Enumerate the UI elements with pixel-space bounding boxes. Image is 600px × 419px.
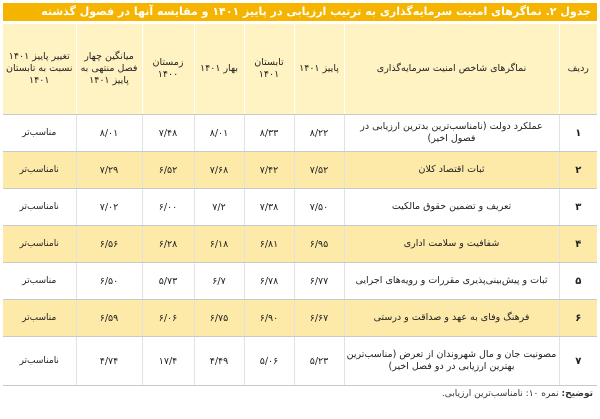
cell-idx: ۴ bbox=[558, 225, 597, 263]
footnote-label: توضیح: bbox=[561, 389, 593, 399]
col-header-avg4: میانگین چهار فصل منتهی به پاییز ۱۴۰۱ bbox=[75, 24, 142, 115]
cell-fall1401: ۷/۵۲ bbox=[293, 151, 344, 189]
table-row: ۷ مصونیت جان و مال شهروندان از تعرض (منا… bbox=[3, 336, 597, 386]
cell-fall1401: ۵/۲۳ bbox=[293, 336, 344, 386]
cell-winter1400: ۶/۵۲ bbox=[141, 151, 194, 189]
cell-avg4: ۸/۰۱ bbox=[75, 114, 142, 152]
cell-indicator: عملکرد دولت (نامناسب‌ترین بدترین ارزیابی… bbox=[343, 114, 559, 152]
cell-change: نامناسب‌تر bbox=[3, 336, 76, 386]
cell-summer1401: ۷/۴۲ bbox=[243, 151, 294, 189]
cell-avg4: ۷/۲۹ bbox=[75, 151, 142, 189]
cell-spring1401: ۴/۴۹ bbox=[193, 336, 244, 386]
footnote-text: نمره ۱۰: نامناسب‌ترین ارزیابی. bbox=[441, 389, 559, 399]
cell-winter1400: ۶/۰۶ bbox=[141, 299, 194, 337]
cell-spring1401: ۶/۷۵ bbox=[193, 299, 244, 337]
cell-change: مناسب‌تر bbox=[3, 299, 76, 337]
cell-indicator: فرهنگ وفای به عهد و صداقت و درستی bbox=[343, 299, 559, 337]
table-row: ۵ ثبات و پیش‌بینی‌پذیری مقررات و رویه‌ها… bbox=[3, 262, 597, 300]
cell-spring1401: ۶/۱۸ bbox=[193, 225, 244, 263]
cell-indicator: ثبات اقتصاد کلان bbox=[343, 151, 559, 189]
cell-idx: ۵ bbox=[558, 262, 597, 300]
cell-winter1400: ۷/۴۸ bbox=[141, 114, 194, 152]
col-header-spring1401: بهار ۱۴۰۱ bbox=[193, 24, 244, 115]
cell-winter1400: ۶/۲۸ bbox=[141, 225, 194, 263]
cell-winter1400: ۵/۷۳ bbox=[141, 262, 194, 300]
header-row: ردیف نماگرهای شاخص امنیت سرمایه‌گذاری پا… bbox=[3, 24, 597, 115]
col-header-indicator: نماگرهای شاخص امنیت سرمایه‌گذاری bbox=[343, 24, 559, 115]
cell-summer1401: ۶/۹۰ bbox=[243, 299, 294, 337]
cell-change: نامناسب‌تر bbox=[3, 188, 76, 226]
table-row: ۶ فرهنگ وفای به عهد و صداقت و درستی ۶/۶۷… bbox=[3, 299, 597, 337]
cell-indicator: مصونیت جان و مال شهروندان از تعرض (مناسب… bbox=[343, 336, 559, 386]
cell-summer1401: ۸/۳۳ bbox=[243, 114, 294, 152]
cell-summer1401: ۵/۰۶ bbox=[243, 336, 294, 386]
cell-change: نامناسب‌تر bbox=[3, 225, 76, 263]
cell-change: مناسب‌تر bbox=[3, 114, 76, 152]
cell-change: نامناسب‌تر bbox=[3, 151, 76, 189]
cell-fall1401: ۶/۶۷ bbox=[293, 299, 344, 337]
table-footnote: توضیح: نمره ۱۰: نامناسب‌ترین ارزیابی. bbox=[3, 389, 597, 399]
cell-avg4: ۷/۰۲ bbox=[75, 188, 142, 226]
cell-avg4: ۶/۵۶ bbox=[75, 225, 142, 263]
col-header-fall1401: پاییز ۱۴۰۱ bbox=[293, 24, 344, 115]
table-container: جدول ۲. نماگرهای امنیت سرمایه‌گذاری به ت… bbox=[3, 3, 597, 399]
table-row: ۱ عملکرد دولت (نامناسب‌ترین بدترین ارزیا… bbox=[3, 114, 597, 152]
cell-avg4: ۴/۷۴ bbox=[75, 336, 142, 386]
cell-indicator: ثبات و پیش‌بینی‌پذیری مقررات و رویه‌های … bbox=[343, 262, 559, 300]
table-title: جدول ۲. نماگرهای امنیت سرمایه‌گذاری به ت… bbox=[3, 3, 597, 21]
col-header-idx: ردیف bbox=[558, 24, 597, 115]
cell-spring1401: ۷/۲ bbox=[193, 188, 244, 226]
cell-spring1401: ۶/۷ bbox=[193, 262, 244, 300]
cell-idx: ۲ bbox=[558, 151, 597, 189]
cell-change: مناسب‌تر bbox=[3, 262, 76, 300]
cell-idx: ۶ bbox=[558, 299, 597, 337]
cell-fall1401: ۶/۷۷ bbox=[293, 262, 344, 300]
col-header-summer1401: تابستان ۱۴۰۱ bbox=[243, 24, 294, 115]
cell-idx: ۱ bbox=[558, 114, 597, 152]
cell-summer1401: ۶/۷۸ bbox=[243, 262, 294, 300]
indicator-table: ردیف نماگرهای شاخص امنیت سرمایه‌گذاری پا… bbox=[3, 24, 597, 386]
table-row: ۳ تعریف و تضمین حقوق مالکیت ۷/۵۰ ۷/۳۸ ۷/… bbox=[3, 188, 597, 226]
table-row: ۲ ثبات اقتصاد کلان ۷/۵۲ ۷/۴۲ ۷/۶۸ ۶/۵۲ ۷… bbox=[3, 151, 597, 189]
cell-summer1401: ۶/۸۱ bbox=[243, 225, 294, 263]
cell-winter1400: ۱۷/۴ bbox=[141, 336, 194, 386]
cell-summer1401: ۷/۳۸ bbox=[243, 188, 294, 226]
cell-fall1401: ۶/۹۵ bbox=[293, 225, 344, 263]
cell-indicator: تعریف و تضمین حقوق مالکیت bbox=[343, 188, 559, 226]
cell-winter1400: ۶/۰۰ bbox=[141, 188, 194, 226]
cell-spring1401: ۷/۶۸ bbox=[193, 151, 244, 189]
table-row: ۴ شفافیت و سلامت اداری ۶/۹۵ ۶/۸۱ ۶/۱۸ ۶/… bbox=[3, 225, 597, 263]
cell-idx: ۷ bbox=[558, 336, 597, 386]
cell-spring1401: ۸/۰۱ bbox=[193, 114, 244, 152]
cell-avg4: ۶/۵۰ bbox=[75, 262, 142, 300]
cell-fall1401: ۸/۲۲ bbox=[293, 114, 344, 152]
col-header-winter1400: زمستان ۱۴۰۰ bbox=[141, 24, 194, 115]
cell-avg4: ۶/۵۹ bbox=[75, 299, 142, 337]
cell-fall1401: ۷/۵۰ bbox=[293, 188, 344, 226]
cell-idx: ۳ bbox=[558, 188, 597, 226]
col-header-change: تغییر پاییز ۱۴۰۱ نسبت به تابستان ۱۴۰۱ bbox=[3, 24, 76, 115]
cell-indicator: شفافیت و سلامت اداری bbox=[343, 225, 559, 263]
